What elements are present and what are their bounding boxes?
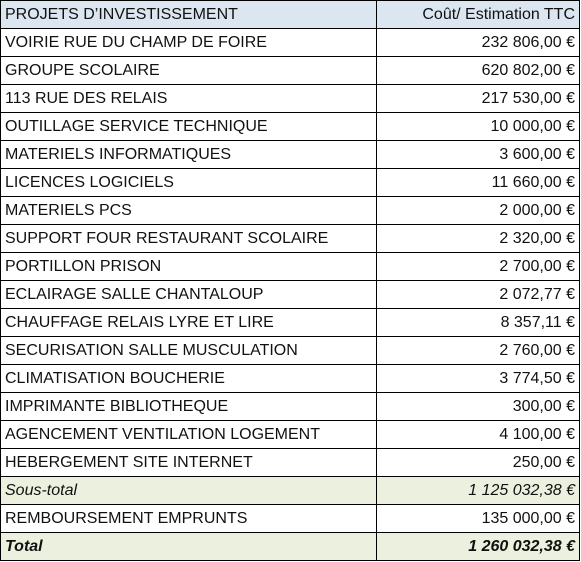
project-cell: MATERIELS PCS xyxy=(0,196,377,225)
table-row: AGENCEMENT VENTILATION LOGEMENT 4 100,00 … xyxy=(0,420,580,449)
header-cell: Coût/ Estimation TTC xyxy=(376,0,580,29)
project-cell: Sous-total xyxy=(0,476,377,505)
amount-cell: 1 260 032,38 € xyxy=(376,532,580,561)
table-row: SECURISATION SALLE MUSCULATION 2 760,00 € xyxy=(0,336,580,365)
project-cell: CLIMATISATION BOUCHERIE xyxy=(0,364,377,393)
header-cell: PROJETS D’INVESTISSEMENT xyxy=(0,0,377,29)
amount-cell: 620 802,00 € xyxy=(376,56,580,85)
project-cell: LICENCES LOGICIELS xyxy=(0,168,377,197)
table-row: VOIRIE RUE DU CHAMP DE FOIRE 232 806,00 € xyxy=(0,28,580,57)
project-cell: PORTILLON PRISON xyxy=(0,252,377,281)
table-row: LICENCES LOGICIELS 11 660,00 € xyxy=(0,168,580,197)
table-row: CHAUFFAGE RELAIS LYRE ET LIRE 8 357,11 € xyxy=(0,308,580,337)
project-cell: Total xyxy=(0,532,377,561)
project-cell: CHAUFFAGE RELAIS LYRE ET LIRE xyxy=(0,308,377,337)
project-cell: MATERIELS INFORMATIQUES xyxy=(0,140,377,169)
amount-cell: 250,00 € xyxy=(376,448,580,477)
amount-cell: 4 100,00 € xyxy=(376,420,580,449)
table-row: CLIMATISATION BOUCHERIE 3 774,50 € xyxy=(0,364,580,393)
header-row: PROJETS D’INVESTISSEMENT Coût/ Estimatio… xyxy=(0,0,580,29)
project-cell: REMBOURSEMENT EMPRUNTS xyxy=(0,504,377,533)
table-row: PORTILLON PRISON 2 700,00 € xyxy=(0,252,580,281)
table-row: GROUPE SCOLAIRE 620 802,00 € xyxy=(0,56,580,85)
project-cell: SECURISATION SALLE MUSCULATION xyxy=(0,336,377,365)
amount-cell: 2 072,77 € xyxy=(376,280,580,309)
amount-cell: 2 760,00 € xyxy=(376,336,580,365)
amount-cell: 8 357,11 € xyxy=(376,308,580,337)
project-cell: 113 RUE DES RELAIS xyxy=(0,84,377,113)
amount-cell: 2 320,00 € xyxy=(376,224,580,253)
table-row: REMBOURSEMENT EMPRUNTS 135 000,00 € xyxy=(0,504,580,533)
project-cell: SUPPORT FOUR RESTAURANT SCOLAIRE xyxy=(0,224,377,253)
table-row: Total 1 260 032,38 € xyxy=(0,532,580,561)
table-row: IMPRIMANTE BIBLIOTHEQUE 300,00 € xyxy=(0,392,580,421)
amount-cell: 1 125 032,38 € xyxy=(376,476,580,505)
amount-cell: 3 600,00 € xyxy=(376,140,580,169)
project-cell: OUTILLAGE SERVICE TECHNIQUE xyxy=(0,112,377,141)
project-cell: IMPRIMANTE BIBLIOTHEQUE xyxy=(0,392,377,421)
table-row: SUPPORT FOUR RESTAURANT SCOLAIRE 2 320,00… xyxy=(0,224,580,253)
table-row: MATERIELS PCS 2 000,00 € xyxy=(0,196,580,225)
table-row: ECLAIRAGE SALLE CHANTALOUP 2 072,77 € xyxy=(0,280,580,309)
project-cell: HEBERGEMENT SITE INTERNET xyxy=(0,448,377,477)
table-body: VOIRIE RUE DU CHAMP DE FOIRE 232 806,00 €… xyxy=(0,28,580,561)
project-cell: AGENCEMENT VENTILATION LOGEMENT xyxy=(0,420,377,449)
amount-cell: 2 700,00 € xyxy=(376,252,580,281)
project-cell: VOIRIE RUE DU CHAMP DE FOIRE xyxy=(0,28,377,57)
table-row: MATERIELS INFORMATIQUES 3 600,00 € xyxy=(0,140,580,169)
amount-cell: 300,00 € xyxy=(376,392,580,421)
amount-cell: 10 000,00 € xyxy=(376,112,580,141)
amount-cell: 2 000,00 € xyxy=(376,196,580,225)
table-row: 113 RUE DES RELAIS 217 530,00 € xyxy=(0,84,580,113)
project-cell: ECLAIRAGE SALLE CHANTALOUP xyxy=(0,280,377,309)
table-row: Sous-total 1 125 032,38 € xyxy=(0,476,580,505)
amount-cell: 11 660,00 € xyxy=(376,168,580,197)
table-row: HEBERGEMENT SITE INTERNET 250,00 € xyxy=(0,448,580,477)
table-row: OUTILLAGE SERVICE TECHNIQUE 10 000,00 € xyxy=(0,112,580,141)
amount-cell: 135 000,00 € xyxy=(376,504,580,533)
amount-cell: 232 806,00 € xyxy=(376,28,580,57)
project-cell: GROUPE SCOLAIRE xyxy=(0,56,377,85)
amount-cell: 217 530,00 € xyxy=(376,84,580,113)
amount-cell: 3 774,50 € xyxy=(376,364,580,393)
